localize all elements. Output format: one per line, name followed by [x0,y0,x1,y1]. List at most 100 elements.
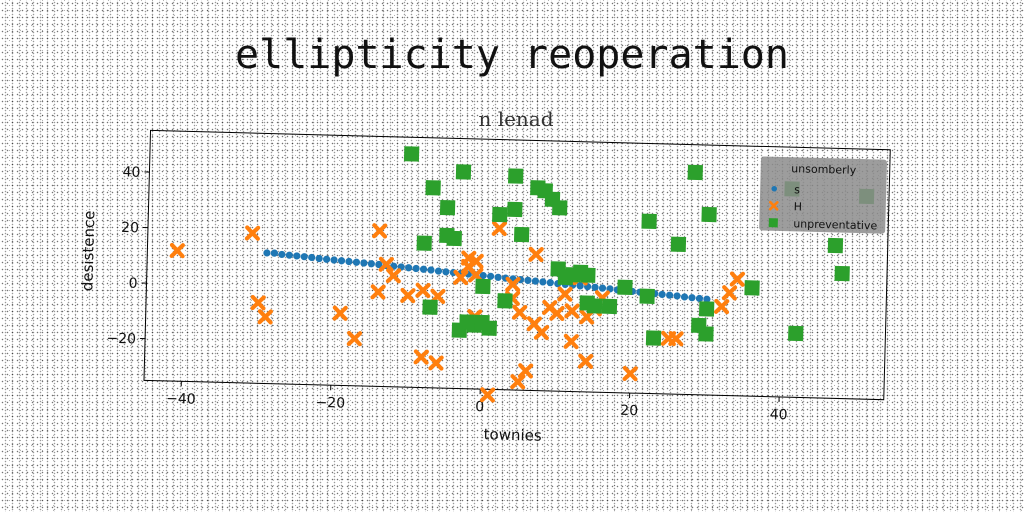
point-h [250,295,266,311]
point-s [442,268,450,276]
chart-subtitle: n lenad [478,107,553,131]
point-unpreventative [425,180,441,196]
point-unpreventative [497,293,513,309]
point-h [505,276,521,293]
point-s [300,253,308,261]
point-unpreventative [459,314,475,330]
point-unpreventative [788,325,804,342]
point-s [487,272,495,280]
point-s [539,278,547,286]
point-s [546,278,554,287]
point-h [713,298,730,315]
point-s [285,251,293,259]
point-s [352,258,361,266]
point-h [528,246,544,263]
point-h [564,303,580,319]
point-unpreventative [586,298,603,314]
point-s [531,277,540,285]
point-s [419,265,428,273]
point-h [622,365,638,382]
point-unpreventative [513,226,530,243]
point-h [668,330,684,347]
point-unpreventative [481,320,497,336]
point-unpreventative [601,298,618,315]
point-unpreventative [446,230,462,247]
point-s [330,256,338,264]
point-h [563,333,579,350]
point-unpreventative [698,326,714,342]
point-s [494,273,502,281]
data-marks [169,146,875,403]
point-h [244,225,261,241]
point-unpreventative [475,278,491,295]
point-s [293,252,301,260]
point-unpreventative [492,206,508,223]
y-axis-label: desistence [78,210,98,291]
point-h [479,387,496,403]
point-h [257,309,273,325]
legend-marker-1 [771,185,778,192]
point-unpreventative [455,164,472,180]
point-s [337,257,346,265]
y-tick-label: 20 [121,220,139,236]
point-s [360,259,368,267]
point-h [511,304,528,321]
x-tick-label: −20 [315,395,345,412]
point-s [367,260,375,268]
point-s [434,267,443,275]
legend-label-2: H [794,200,803,213]
point-s [278,250,286,259]
point-s [688,294,696,302]
point-s [263,249,271,257]
point-unpreventative [698,301,715,317]
point-s [598,284,607,292]
point-unpreventative [508,168,524,184]
point-h [491,220,508,237]
point-h [385,268,402,284]
legend-title: unsomberly [791,162,857,177]
point-h [400,287,416,304]
point-h [577,353,594,370]
point-unpreventative [580,267,596,283]
point-h [510,374,526,390]
point-h [549,305,565,322]
point-s [427,266,435,274]
point-s [412,264,420,273]
x-axis: −40 −20 0 20 40 [166,381,788,423]
point-unpreventative [507,201,523,218]
point-unpreventative [416,235,432,251]
point-h [370,284,386,300]
point-s [375,260,383,269]
point-s [680,293,689,301]
point-h [721,285,738,301]
x-tick-label: −40 [166,391,196,408]
y-tick-label: 40 [122,164,140,180]
legend-marker-3 [768,218,778,228]
point-s [315,254,323,263]
point-unpreventative [439,199,456,216]
point-h [557,286,573,302]
x-tick-label: 40 [770,407,788,423]
point-s [405,264,413,272]
chart-title: ellipticity reoperation [235,32,789,78]
point-unpreventative [617,279,633,296]
point-unpreventative [827,237,844,254]
point-unpreventative [422,299,438,315]
legend-label-1: s [794,183,800,196]
x-tick-label: 0 [475,399,484,415]
legend-label-3: unpreventative [793,217,877,232]
point-unpreventative [403,146,420,162]
point-unpreventative [641,213,657,229]
point-unpreventative [552,200,568,216]
point-h [468,253,484,269]
point-h [517,363,534,379]
point-s [591,283,599,291]
point-unpreventative [687,164,703,181]
point-unpreventative [701,206,717,223]
point-unpreventative [645,330,662,346]
point-h [332,305,348,321]
point-s [323,255,331,263]
point-h [169,242,185,259]
